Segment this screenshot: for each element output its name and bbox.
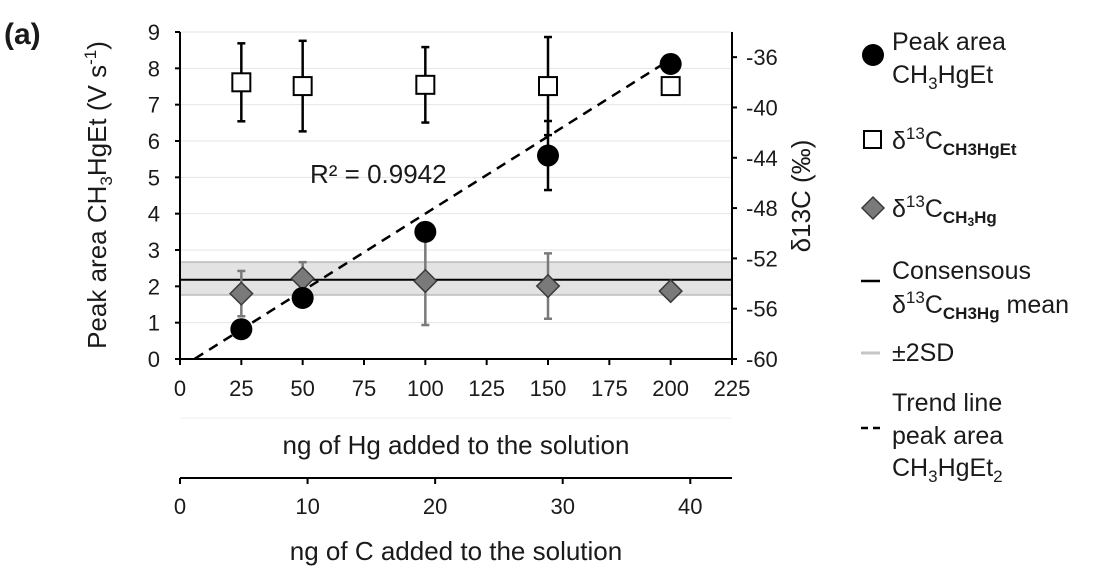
x-tick-label: 100 <box>407 376 444 401</box>
axes <box>179 32 733 479</box>
secondary-x-tick-label: 30 <box>550 494 574 519</box>
y-left-tick-label: 2 <box>148 274 160 299</box>
x-tick-label: 225 <box>714 376 751 401</box>
secondary-x-tick-label: 10 <box>295 494 319 519</box>
data-point-diamond <box>413 268 438 294</box>
secondary-x-tick-label: 0 <box>174 494 186 519</box>
legend-item-peak-area: Peak area CH3HgEt <box>862 28 1006 93</box>
y-right-tick-label: -44 <box>746 146 778 171</box>
legend: Peak area CH3HgEt δ13CCH3HgEt δ13CCH3Hg Cons… <box>860 28 1069 486</box>
legend-label: δ13CCH3Hg mean <box>892 288 1069 323</box>
y-right-tick-label: -48 <box>746 196 778 221</box>
y-right-tick-label: -40 <box>746 95 778 120</box>
ticks-layer: 0 1 2 3 4 5 6 7 8 9 -60 -56 -52 -48 -44 -40 -36 0 25 50 75 10… <box>148 20 778 519</box>
data-point-circle <box>537 144 559 167</box>
y-left-tick-label: 8 <box>148 56 160 81</box>
series-layer <box>229 35 683 341</box>
y-right-tick-label: -56 <box>746 297 778 322</box>
legend-label: CH3HgEt2 <box>892 454 1003 486</box>
legend-label: peak area <box>892 422 1003 450</box>
x-tick-label: 200 <box>652 376 689 401</box>
data-point-circle <box>659 52 682 75</box>
secondary-x-tick-label: 40 <box>678 494 702 519</box>
legend-label: δ13CCH3HgEt <box>892 124 1017 159</box>
data-point-circle <box>230 318 253 341</box>
x-tick-label: 50 <box>290 376 314 401</box>
y-left-tick-label: 4 <box>148 202 160 227</box>
legend-item-2sd: ±2SD <box>861 339 954 367</box>
data-point-circle <box>414 220 437 243</box>
data-point-diamond <box>658 278 683 304</box>
y-left-tick-label: 1 <box>148 311 160 336</box>
panel-label: (a) <box>4 18 41 51</box>
data-point-square <box>538 76 558 97</box>
y-left-tick-label: 7 <box>148 93 160 118</box>
x-tick-label: 25 <box>229 376 253 401</box>
legend-item-consensus-mean: Consensous δ13CCH3Hg mean <box>861 257 1069 323</box>
y-right-tick-label: -36 <box>746 45 778 70</box>
x-tick-label: 150 <box>530 376 567 401</box>
legend-diamond-marker <box>860 195 886 221</box>
x-tick-label: 75 <box>352 376 376 401</box>
y-left-tick-label: 5 <box>148 165 160 190</box>
y-right-tick-label: -60 <box>746 347 778 372</box>
x-tick-label: 175 <box>591 376 628 401</box>
data-point-diamond <box>535 273 561 299</box>
y-right-axis-title: δ13C (‰) <box>786 140 816 253</box>
legend-circle-marker <box>862 44 884 66</box>
sd-band-fill <box>180 262 732 295</box>
trend-line-path <box>194 58 672 360</box>
secondary-x-axis-title: ng of C added to the solution <box>290 536 622 566</box>
data-point-circle <box>291 286 314 309</box>
data-point-square <box>292 76 313 97</box>
legend-label: ±2SD <box>892 339 954 367</box>
trend-line <box>194 58 672 360</box>
y-left-tick-label: 0 <box>148 347 160 372</box>
legend-item-d13c-ch3hg: δ13CCH3Hg <box>860 192 997 229</box>
r2-annotation: R² = 0.9942 <box>310 159 447 189</box>
legend-label: Peak area <box>892 28 1006 56</box>
data-point-square <box>231 72 252 93</box>
y-left-axis-title: Peak area CH3HgEt (V s-1) <box>81 41 116 349</box>
legend-label: Trend line <box>892 389 1002 417</box>
legend-item-trend-line: Trend line peak area CH3HgEt2 <box>861 389 1003 486</box>
x-tick-label: 125 <box>468 376 505 401</box>
y-left-tick-label: 9 <box>148 20 160 45</box>
legend-square-marker <box>863 130 882 149</box>
data-point-diamond <box>229 281 254 306</box>
x-axis-title: ng of Hg added to the solution <box>283 430 630 460</box>
legend-label: Consensous <box>892 257 1031 285</box>
y-right-tick-label: -52 <box>746 246 778 271</box>
sd-band <box>180 261 732 296</box>
data-point-square <box>415 74 436 95</box>
legend-label: CH3HgEt <box>892 61 993 93</box>
secondary-x-tick-label: 20 <box>423 494 447 519</box>
data-point-square <box>660 76 681 97</box>
x-tick-label: 0 <box>174 376 186 401</box>
legend-label: δ13CCH3Hg <box>892 192 997 229</box>
y-left-tick-label: 3 <box>148 238 160 263</box>
y-left-tick-label: 6 <box>148 129 160 154</box>
legend-item-d13c-ch3hget: δ13CCH3HgEt <box>863 124 1017 159</box>
